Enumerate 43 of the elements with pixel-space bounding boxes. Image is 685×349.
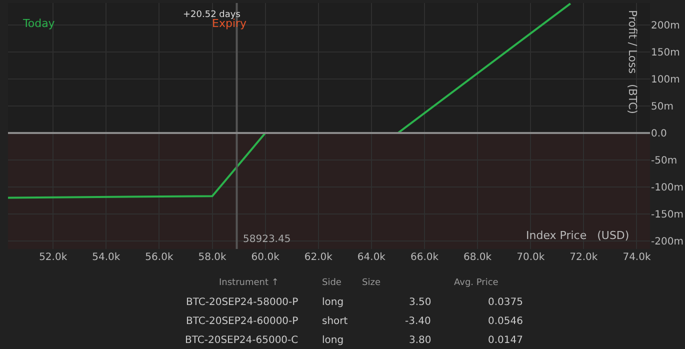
x-tick-label: 70.0k (516, 252, 545, 263)
text: 0.0147 (488, 335, 523, 346)
text: long (322, 335, 344, 346)
y-tick-label: 200m (651, 20, 680, 32)
y-tick-label: 150m (651, 48, 680, 59)
text: 0.0546 (488, 316, 523, 327)
x-tick-label: 74.0k (622, 252, 651, 263)
y-axis-title: Profit / Loss (BTC) (626, 10, 639, 114)
text: Instrument ↑ (219, 278, 279, 288)
text: 3.50 (409, 297, 432, 308)
text: BTC-20SEP24-58000-P (186, 297, 298, 308)
annotation: Expiry (212, 17, 248, 30)
x-axis-title: Index Price (USD) (526, 229, 630, 242)
x-tick-label: 52.0k (39, 252, 68, 263)
y-tick-label: -50m (651, 155, 678, 166)
y-tick-label: 0.0 (651, 128, 667, 140)
x-tick-label: 66.0k (410, 252, 439, 263)
x-tick-label: 68.0k (464, 252, 492, 263)
x-tick-label: 72.0k (570, 252, 598, 263)
y-tick-label: -150m (651, 209, 684, 220)
x-tick-label: 56.0k (145, 252, 174, 263)
y-tick-label: 100m (651, 74, 680, 86)
x-tick-label: 58.0k (198, 252, 227, 263)
text: Side (322, 278, 342, 288)
x-tick-label: 64.0k (357, 252, 386, 263)
y-tick-label: -100m (651, 182, 684, 194)
x-tick-label: 54.0k (92, 252, 120, 263)
annotation: +20.52 days (183, 10, 241, 20)
x-tick-label: 62.0k (304, 252, 333, 263)
text: 0.0375 (488, 297, 523, 308)
y-tick-label: 50m (651, 102, 674, 113)
text: BTC-20SEP24-65000-C (185, 335, 298, 346)
ref-line-label: 58923.45 (243, 234, 291, 245)
text: Size (362, 278, 381, 288)
text: -3.40 (405, 316, 431, 327)
text: short (322, 316, 348, 327)
x-tick-label: 60.0k (251, 252, 280, 263)
annotation: Today (22, 17, 56, 30)
y-tick-label: -200m (651, 236, 684, 248)
text: BTC-20SEP24-60000-P (186, 316, 298, 327)
text: Avg. Price (454, 278, 499, 288)
text: 3.80 (409, 335, 432, 346)
text: long (322, 297, 344, 308)
